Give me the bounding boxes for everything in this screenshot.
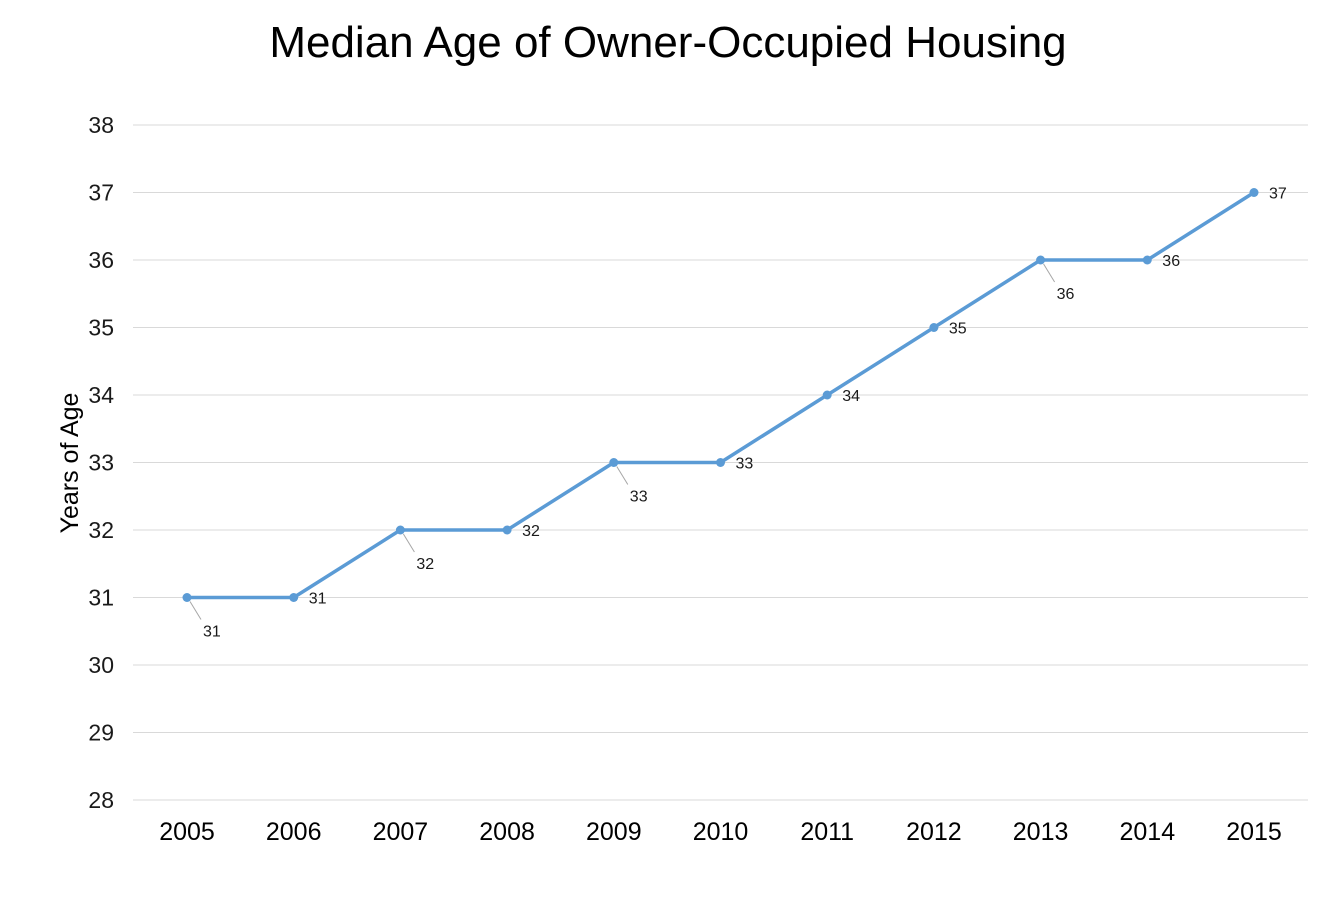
data-point-2010 (716, 458, 725, 467)
y-axis-title: Years of Age (56, 393, 84, 534)
x-tick-label-2013: 2013 (1013, 818, 1069, 846)
y-tick-label-33: 33 (88, 450, 114, 476)
data-label-2009: 33 (630, 489, 648, 506)
data-label-2014: 36 (1162, 253, 1180, 270)
data-label-2011: 34 (842, 388, 860, 405)
y-tick-label-31: 31 (88, 585, 114, 611)
chart-title: Median Age of Owner-Occupied Housing (269, 18, 1067, 67)
y-tick-label-36: 36 (88, 247, 114, 273)
x-tick-label-2005: 2005 (159, 818, 215, 846)
leader-line-2005 (189, 601, 202, 620)
y-axis-tick-labels: 28 29 30 31 32 33 34 35 36 37 38 (88, 112, 114, 813)
data-label-2006: 31 (309, 591, 327, 608)
data-point-2012 (929, 323, 939, 332)
data-label-2008: 32 (522, 523, 540, 540)
data-label-2010: 33 (736, 456, 754, 473)
data-point-2014 (1142, 255, 1152, 265)
series-layer (182, 188, 1259, 602)
leader-line-2007 (402, 533, 415, 553)
data-point-2013 (1036, 255, 1046, 265)
x-tick-label-2007: 2007 (373, 818, 429, 846)
y-tick-label-35: 35 (88, 315, 114, 341)
data-labels: 31 31 32 32 33 33 34 35 36 36 37 (203, 186, 1287, 641)
x-tick-label-2010: 2010 (693, 818, 749, 846)
data-label-2012: 35 (949, 321, 967, 338)
data-point-2008 (502, 525, 512, 535)
y-tick-label-38: 38 (88, 112, 114, 138)
y-tick-label-32: 32 (88, 517, 114, 543)
data-point-2011 (822, 390, 832, 400)
x-tick-label-2011: 2011 (800, 818, 854, 846)
gridlines (133, 124, 1308, 801)
y-tick-label-28: 28 (88, 787, 114, 813)
data-label-leaders (189, 263, 1056, 620)
y-tick-label-30: 30 (88, 652, 114, 678)
leader-line-2013 (1043, 263, 1056, 283)
data-label-2013: 36 (1057, 286, 1075, 303)
y-tick-label-29: 29 (88, 720, 114, 746)
data-label-2005: 31 (203, 624, 221, 641)
x-tick-label-2014: 2014 (1119, 818, 1175, 846)
x-tick-label-2006: 2006 (266, 818, 322, 846)
data-point-2009 (609, 458, 619, 467)
x-tick-label-2009: 2009 (586, 818, 642, 846)
x-tick-label-2012: 2012 (906, 818, 962, 846)
data-point-2006 (289, 593, 299, 602)
x-tick-label-2008: 2008 (479, 818, 535, 846)
x-axis-tick-labels: 2005 2006 2007 2008 2009 2010 2011 2012 2013 2014… (159, 818, 1282, 846)
data-label-2015: 37 (1269, 186, 1287, 203)
y-tick-label-37: 37 (88, 180, 114, 206)
data-label-2007: 32 (416, 556, 434, 573)
data-point-2007 (395, 525, 405, 535)
y-tick-label-34: 34 (88, 382, 114, 408)
data-point-2005 (182, 593, 192, 602)
data-point-2015 (1249, 188, 1259, 197)
leader-line-2009 (616, 466, 629, 485)
x-tick-label-2015: 2015 (1226, 818, 1282, 846)
